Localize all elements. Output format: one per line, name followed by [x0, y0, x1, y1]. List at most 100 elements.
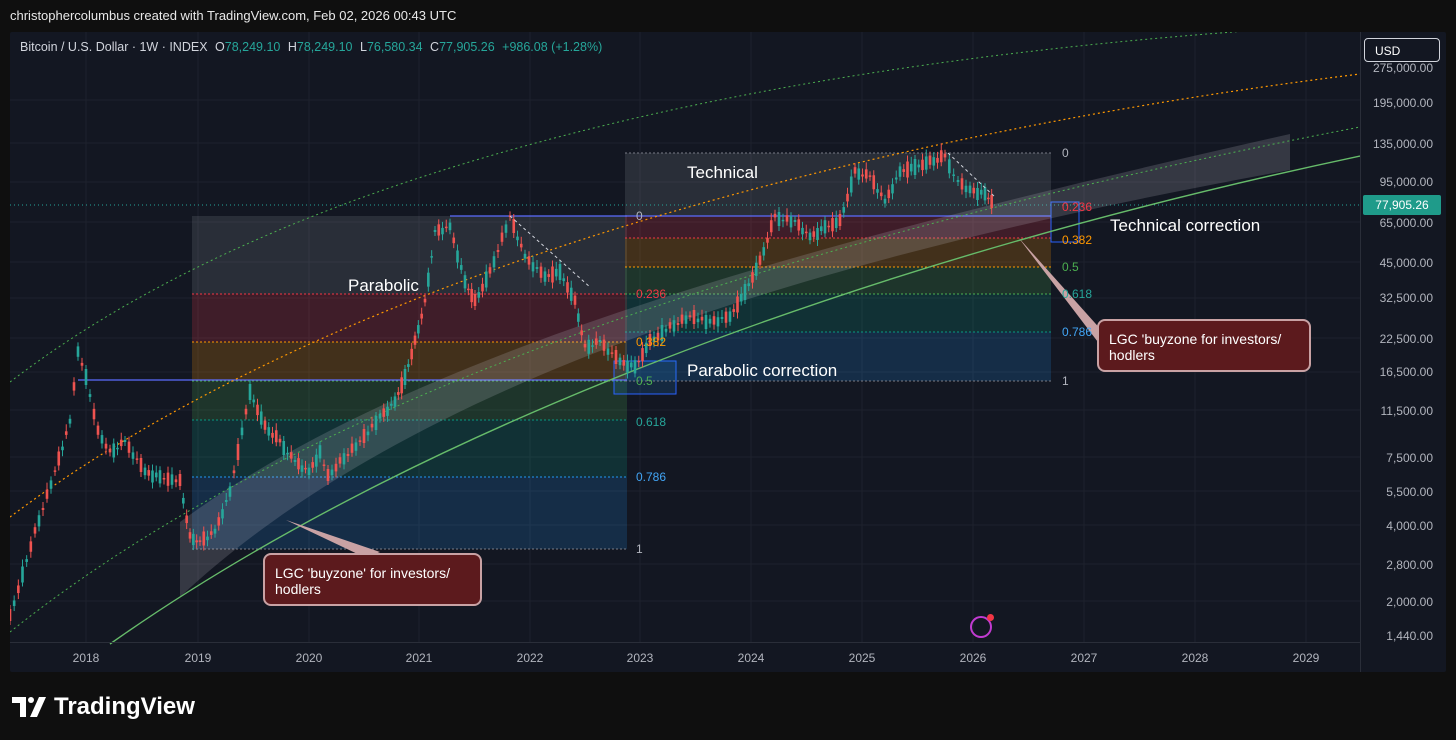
candle-body	[41, 508, 45, 510]
candle-body	[282, 441, 286, 455]
currency-button[interactable]: USD	[1364, 38, 1440, 62]
callout-right[interactable]: LGC 'buyzone for investors/ hodlers	[1097, 319, 1311, 372]
fib-technical[interactable]	[625, 152, 1080, 382]
candle-body	[259, 411, 263, 425]
candle-body	[116, 447, 119, 450]
candle-body	[49, 480, 53, 489]
plot-area[interactable]: 0 0.236 0.382 0.5 0.618 0.786 1 0 0.236 …	[10, 32, 1360, 672]
callout-left[interactable]: LGC 'buyzone' for investors/ hodlers	[263, 553, 482, 606]
candle-body	[108, 448, 112, 453]
candle-body	[338, 457, 342, 464]
annotation-parabolic-correction[interactable]: Parabolic correction	[687, 361, 838, 380]
candle-body	[192, 533, 195, 546]
candle-body	[591, 345, 594, 347]
price-tick: 2,800.00	[1386, 558, 1433, 572]
candle-body	[804, 231, 808, 234]
candlestick-series[interactable]	[10, 143, 993, 625]
candle-body	[928, 155, 932, 165]
candle-body	[956, 180, 960, 182]
candle-body	[68, 418, 72, 424]
high-value: 78,249.10	[296, 40, 353, 54]
candle-body	[964, 185, 968, 193]
candle-body	[672, 320, 676, 332]
candle-body	[80, 362, 84, 366]
candle-body	[641, 348, 644, 362]
price-tick: 5,500.00	[1386, 485, 1433, 499]
candle-body	[598, 340, 602, 342]
candle-body	[496, 250, 500, 252]
annotation-parabolic[interactable]: Parabolic	[348, 276, 419, 295]
fib-technical-label-0786: 0.786	[1062, 325, 1092, 339]
candle-body	[913, 159, 917, 175]
fib-parabolic-label-0236: 0.236	[636, 287, 666, 301]
candle-body	[470, 288, 473, 303]
candle-body	[188, 532, 192, 539]
candle-body	[527, 256, 531, 265]
candle-body	[580, 330, 583, 336]
price-axis[interactable]: 275,000.00 195,000.00 135,000.00 95,000.…	[1360, 32, 1446, 672]
candle-body	[72, 382, 76, 391]
candle-body	[637, 360, 641, 363]
candle-body	[610, 352, 614, 354]
candle-body	[728, 311, 732, 322]
candle-body	[182, 497, 185, 504]
candle-body	[773, 213, 777, 218]
candle-body	[459, 265, 463, 270]
candle-body	[410, 348, 413, 360]
candle-body	[326, 469, 330, 481]
fib-parabolic-label-0382: 0.382	[636, 335, 666, 349]
candle-body	[318, 445, 322, 459]
candle-body	[883, 198, 887, 204]
candle-body	[131, 452, 135, 459]
candle-body	[583, 343, 587, 348]
candle-body	[389, 403, 393, 406]
candle-body	[823, 220, 827, 234]
candle-body	[793, 220, 797, 222]
candle-body	[198, 540, 202, 542]
flash-icon[interactable]	[970, 614, 994, 638]
candle-body	[766, 237, 769, 243]
candle-body	[61, 446, 64, 451]
candle-body	[441, 227, 444, 235]
candle-body	[400, 377, 403, 394]
candle-body	[819, 226, 823, 232]
symbol-label[interactable]: Bitcoin / U.S. Dollar · 1W · INDEX	[20, 40, 208, 54]
candle-body	[346, 454, 350, 456]
candle-body	[350, 443, 354, 453]
candle-body	[300, 465, 304, 472]
candle-body	[256, 404, 259, 416]
candle-body	[362, 429, 366, 443]
candle-body	[232, 470, 236, 474]
fib-technical-label-1: 1	[1062, 374, 1069, 388]
candle-body	[704, 315, 708, 329]
candle-body	[614, 350, 618, 364]
candle-body	[437, 224, 441, 236]
chart-panel[interactable]: 0 0.236 0.382 0.5 0.618 0.786 1 0 0.236 …	[10, 32, 1446, 672]
candle-body	[812, 231, 816, 237]
candle-body	[12, 600, 16, 607]
candle-body	[976, 188, 979, 200]
fib-technical-label-05: 0.5	[1062, 260, 1079, 274]
candle-body	[831, 218, 834, 232]
candle-body	[448, 222, 452, 231]
candle-body	[512, 219, 516, 233]
candle-body	[467, 288, 470, 291]
candle-body	[452, 237, 456, 244]
candle-body	[573, 295, 577, 305]
candle-body	[477, 292, 481, 298]
candle-body	[433, 230, 437, 232]
annotation-technical[interactable]: Technical	[687, 163, 758, 182]
candle-body	[304, 467, 307, 470]
fib-parabolic-label-1: 1	[636, 542, 643, 556]
candle-body	[248, 384, 252, 400]
candle-body	[762, 247, 766, 256]
tradingview-brand[interactable]: TradingView	[12, 693, 195, 721]
annotation-technical-correction[interactable]: Technical correction	[1110, 216, 1261, 235]
candle-body	[166, 472, 170, 486]
time-axis[interactable]: 2018 2019 2020 2021 2022 2023 2024 2025 …	[10, 642, 1360, 672]
candle-body	[894, 177, 898, 180]
candle-body	[739, 293, 743, 302]
low-value: 76,580.34	[366, 40, 423, 54]
year-tick: 2020	[295, 651, 323, 665]
candle-body	[648, 334, 652, 346]
